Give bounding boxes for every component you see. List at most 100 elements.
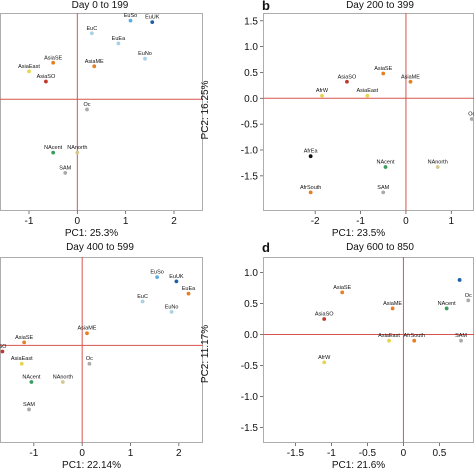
x-tick-label: -1 [25,216,34,227]
data-point [412,338,417,343]
data-point [320,93,324,98]
x-tick-label: -1 [29,448,38,459]
data-point-label: EuNo [165,304,179,310]
data-point-label: AsiaSE [374,66,392,72]
data-point [87,361,92,366]
data-point [387,338,391,343]
y-tick-label: -1.0 [241,145,259,156]
data-point [92,64,97,69]
x-tick-label: 0 [403,216,409,227]
data-point-label: EuC [86,26,97,32]
panel-letter: d [262,240,270,255]
data-point-label: EuUK [169,274,184,280]
data-point [381,71,386,76]
data-point-label: NAnorth [67,145,87,151]
data-point [174,279,179,284]
plot-frame [0,13,203,211]
y-tick-label: -0.5 [241,120,259,131]
data-point-label: SAM [455,333,467,339]
plot-frame [263,257,474,443]
data-point-label: SAM [59,165,71,171]
y-tick-label: -1.5 [241,423,259,434]
data-point [0,349,5,354]
data-point [345,79,349,84]
data-point-label: AfrW [316,88,329,94]
panel-title: Day 600 to 850 [346,242,414,253]
data-point [116,41,121,46]
data-point [85,331,89,336]
data-point [140,299,145,304]
data-point [143,56,147,61]
data-point-label: SAM [23,402,35,408]
data-point-label: AfrEa [304,149,319,155]
data-point [51,150,56,155]
data-point [75,150,80,155]
data-point [322,360,327,365]
x-axis-label: PC1: 21.6% [332,460,385,471]
data-point [63,171,68,175]
x-tick-label: 0 [401,448,407,459]
data-point-label: Oc [86,356,93,362]
data-point-label: Oc [468,111,474,117]
y-tick-label: 0.5 [244,299,258,310]
data-point [89,31,94,36]
scatter-panel-1: Day 0 to 199 -1 0 1 2 PC1: 25.3% SAM NAcent NAno… [0,0,203,239]
data-point [322,317,327,321]
data-point-label: AsiaEast [18,64,40,70]
x-tick-label: -0.5 [359,448,377,459]
data-point-label: EuEa [112,36,126,42]
data-point [44,79,48,84]
data-point [457,278,462,282]
data-point-label: AsiaME [85,59,104,65]
scatter-panel-2: Day 200 to 399 b -2 -1 0 1 PC1: 23.5% -1.5 -1.0 -… [200,0,474,239]
x-tick-label: 0 [79,448,85,459]
x-axis-label: PC1: 22.14% [62,460,121,471]
panel-title: Day 400 to 599 [66,242,134,253]
data-point [444,306,449,311]
data-point-label: AsiaEast [357,88,379,94]
data-point [308,154,313,159]
data-point [60,380,65,384]
data-point-label: EuC [137,294,148,300]
data-point-label: EuEa [182,286,196,292]
scatter-panel-3: Day 400 to 599 -1 0 1 2 PC1: 22.14% SAM NAcent N… [0,242,203,471]
data-point-label: AsiaSE [15,335,33,341]
data-point-label: NAcent [438,301,457,307]
data-point [150,20,155,25]
data-point-label: EuUK [145,15,160,21]
x-axis-label: PC1: 25.3% [65,228,118,239]
data-point [408,79,413,84]
data-point-label: AfrW [318,355,331,361]
data-point-label: AsiaSO [315,312,334,318]
plot-frame [263,13,474,211]
y-tick-label: 0.0 [244,94,258,105]
data-point [186,291,191,296]
data-point-label: NAcent [22,375,41,381]
x-tick-label: -2 [311,216,320,227]
data-point-label: AfrSouth [300,185,321,191]
data-point [155,275,159,280]
y-tick-label: -0.5 [241,361,259,372]
y-tick-label: -1.0 [241,392,259,403]
x-tick-label: 0 [75,216,81,227]
y-tick-label: 0.0 [244,330,258,341]
data-point [51,60,56,65]
data-point [85,107,89,112]
data-point-label: SAM [377,185,389,191]
panel-letter: b [262,0,270,13]
panel-title: Day 200 to 399 [346,0,414,11]
data-point-label: AsiaSE [333,285,351,291]
data-point-label: AsiaSE [44,55,62,61]
data-point [466,298,471,303]
data-point-label: AsiaSO [37,74,56,80]
data-point-label: NAcent [44,145,63,151]
data-point-label: AfrSouth [404,333,425,339]
x-tick-label: 1 [128,448,134,459]
data-point-label: AsiaME [401,74,420,80]
data-point-label: Oc [465,293,472,299]
x-tick-label: 0.5 [432,448,446,459]
data-point [308,190,313,195]
data-point [19,361,24,366]
data-point [27,407,31,412]
